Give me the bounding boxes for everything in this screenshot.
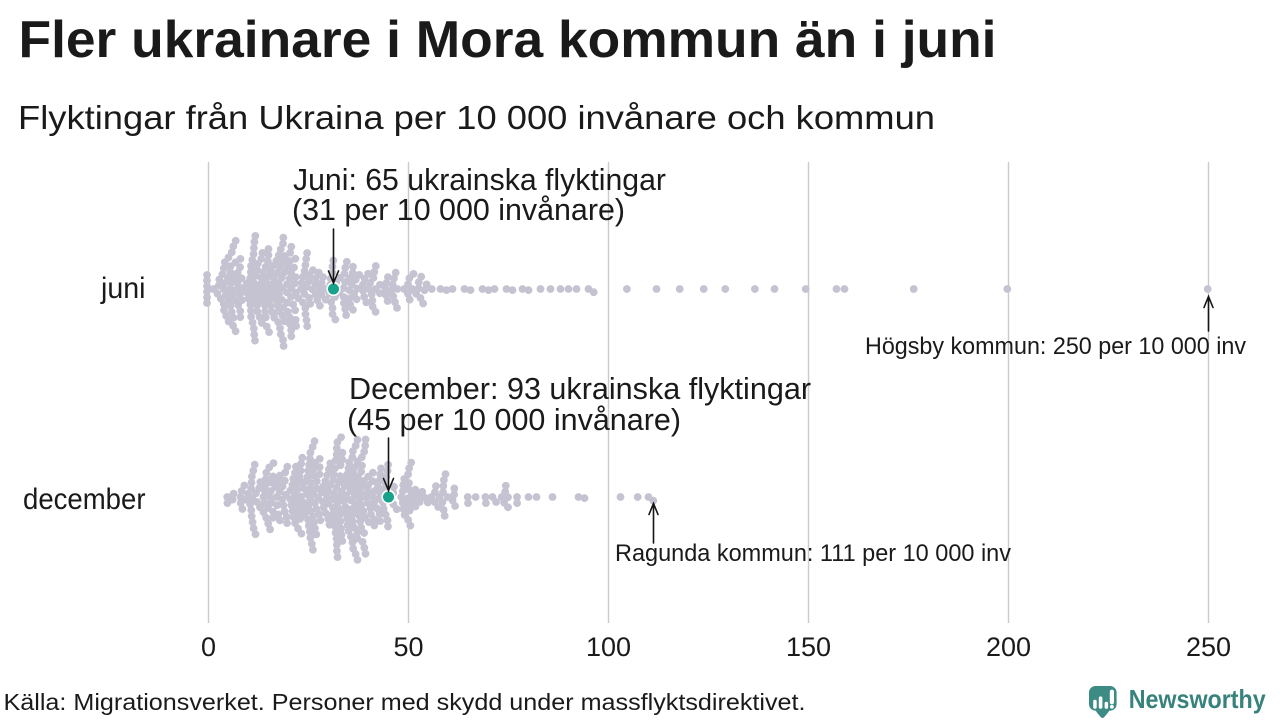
svg-text:50: 50	[393, 632, 423, 662]
svg-text:Högsby kommun: 250 per 10 000: Högsby kommun: 250 per 10 000 inv	[865, 333, 1246, 360]
svg-text:200: 200	[986, 632, 1031, 662]
svg-text:(45 per 10 000 invånare): (45 per 10 000 invånare)	[347, 402, 681, 437]
svg-text:Fler ukrainare i Mora kommun ä: Fler ukrainare i Mora kommun än i juni	[19, 11, 997, 69]
svg-text:december: december	[23, 483, 146, 516]
svg-text:0: 0	[201, 632, 216, 662]
svg-text:100: 100	[586, 632, 631, 662]
svg-text:Newsworthy: Newsworthy	[1129, 684, 1266, 714]
svg-text:December: 93 ukrainska flyktin: December: 93 ukrainska flyktingar	[349, 371, 811, 406]
svg-text:Flyktingar från Ukraina per 10: Flyktingar från Ukraina per 10 000 invån…	[18, 99, 935, 136]
svg-text:250: 250	[1186, 632, 1231, 662]
svg-text:Ragunda kommun: 111 per 10 000: Ragunda kommun: 111 per 10 000 inv	[615, 540, 1011, 567]
svg-text:juni: juni	[100, 272, 145, 305]
svg-text:Källa: Migrationsverket. Perso: Källa: Migrationsverket. Personer med sk…	[4, 689, 806, 715]
svg-text:Juni: 65 ukrainska flyktingar: Juni: 65 ukrainska flyktingar	[293, 162, 666, 197]
svg-text:(31 per 10 000 invånare): (31 per 10 000 invånare)	[292, 192, 625, 227]
svg-text:150: 150	[786, 632, 831, 662]
